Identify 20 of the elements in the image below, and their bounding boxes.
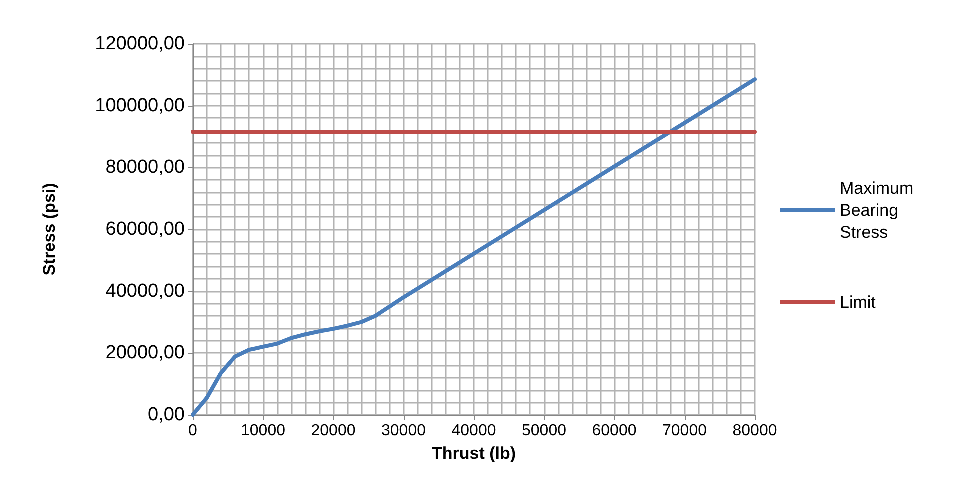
y-tick-label: 20000,00 — [106, 342, 185, 364]
y-tick-label: 120000,00 — [95, 34, 185, 54]
x-tick-label: 0 — [188, 422, 198, 440]
x-axis-title: Thrust (lb) — [432, 444, 516, 463]
x-tick-label: 80000 — [732, 422, 778, 440]
y-tick-label: 0,00 — [148, 404, 185, 426]
legend-label: Limit — [840, 293, 876, 312]
x-tick-label: 30000 — [382, 422, 426, 440]
y-tick-label: 100000,00 — [95, 95, 185, 116]
y-tick-label: 40000,00 — [106, 280, 185, 302]
y-tick-label: 60000,00 — [106, 219, 185, 240]
x-tick-label: 60000 — [592, 422, 637, 440]
x-tick-label: 50000 — [522, 422, 567, 440]
x-tick-label: 70000 — [662, 422, 708, 440]
x-tick-label: 20000 — [311, 422, 356, 440]
y-axis-title: Stress (psi) — [40, 183, 59, 276]
y-tick-label: 80000,00 — [106, 157, 185, 178]
legend-label: Maximum Bearing Stress — [840, 179, 918, 242]
x-tick-label: 10000 — [241, 422, 286, 440]
x-tick-label: 40000 — [452, 422, 496, 440]
